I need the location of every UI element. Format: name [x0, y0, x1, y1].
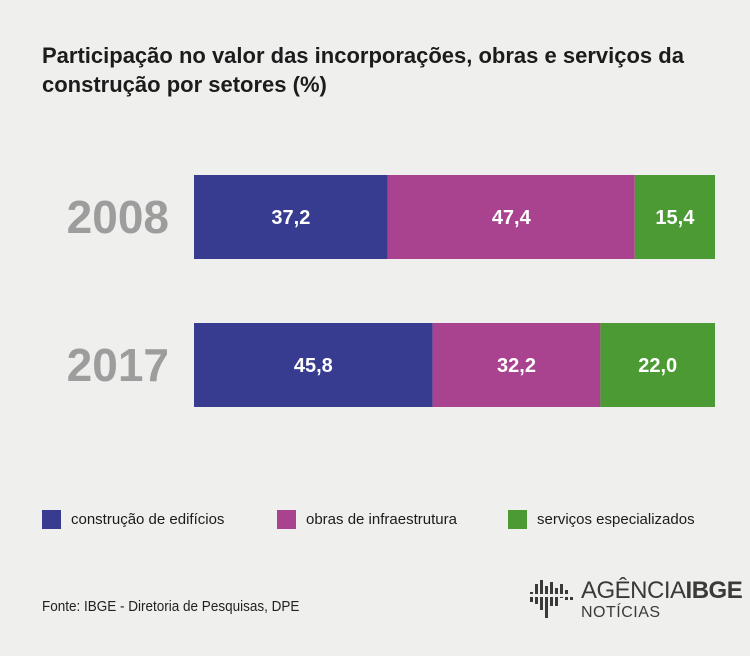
legend-item-obras: obras de infraestrutura: [277, 510, 457, 529]
logo-wordmark: AGÊNCIAIBGE: [581, 577, 743, 604]
data-label-2017-0: 45,8: [294, 355, 333, 377]
logo-subtitle: NOTÍCIAS: [581, 604, 661, 621]
legend-label-servicos: serviços especializados: [537, 511, 695, 528]
bar-segment-2017-2: [600, 323, 715, 407]
year-label-2017: 2017: [67, 339, 169, 391]
logo-word-agencia: AGÊNCIA: [581, 577, 686, 604]
ibge-logo-icon: [530, 580, 574, 618]
data-label-2008-0: 37,2: [271, 207, 310, 229]
bar-segment-2008-0: [194, 175, 388, 259]
data-label-2008-2: 15,4: [655, 207, 695, 229]
legend-item-servicos: serviços especializados: [508, 510, 695, 529]
bar-segment-2008-2: [634, 175, 715, 259]
data-label-2017-1: 32,2: [497, 355, 536, 377]
bar-segment-2008-1: [387, 175, 635, 259]
bar-segment-2017-1: [432, 323, 601, 407]
bar-segment-2017-0: [194, 323, 433, 407]
legend-swatch-construcao: [42, 510, 61, 529]
legend: construção de edifícios obras de infraes…: [42, 510, 722, 532]
legend-swatch-servicos: [508, 510, 527, 529]
legend-item-construcao: construção de edifícios: [42, 510, 224, 529]
legend-swatch-obras: [277, 510, 296, 529]
logo-word-ibge: IBGE: [685, 577, 743, 604]
legend-label-obras: obras de infraestrutura: [306, 511, 457, 528]
data-label-2008-1: 47,4: [492, 207, 532, 229]
agencia-ibge-logo: AGÊNCIAIBGE NOTÍCIAS: [530, 576, 743, 624]
data-label-2017-2: 22,0: [638, 355, 677, 377]
year-label-2008: 2008: [67, 191, 169, 243]
stacked-bar-chart: 2008 37,2 47,4 15,4 2017 45,8 32,2 22,0: [67, 175, 715, 407]
source-note: Fonte: IBGE - Diretoria de Pesquisas, DP…: [42, 598, 300, 615]
legend-label-construcao: construção de edifícios: [71, 511, 225, 528]
chart-title: Participação no valor das incorporações,…: [42, 43, 684, 97]
